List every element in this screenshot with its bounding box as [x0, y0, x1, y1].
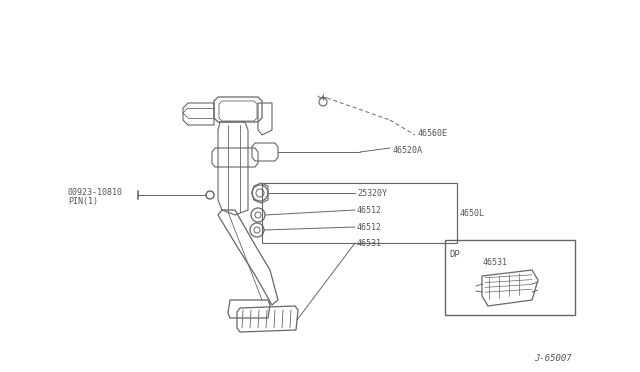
Text: PIN(1): PIN(1) — [68, 196, 98, 205]
Text: 00923-10810: 00923-10810 — [68, 187, 123, 196]
Text: 46531: 46531 — [483, 258, 508, 267]
Text: 4650L: 4650L — [460, 208, 485, 218]
Text: J-65007: J-65007 — [534, 354, 572, 363]
Text: 25320Y: 25320Y — [357, 189, 387, 198]
Text: 46520A: 46520A — [393, 145, 423, 154]
Bar — [262, 183, 457, 243]
Text: 46512: 46512 — [357, 205, 382, 215]
Text: 46531: 46531 — [357, 238, 382, 247]
Text: DP: DP — [449, 250, 460, 259]
Text: 46560E: 46560E — [418, 128, 448, 138]
Text: 46512: 46512 — [357, 222, 382, 231]
Bar — [445, 240, 575, 315]
